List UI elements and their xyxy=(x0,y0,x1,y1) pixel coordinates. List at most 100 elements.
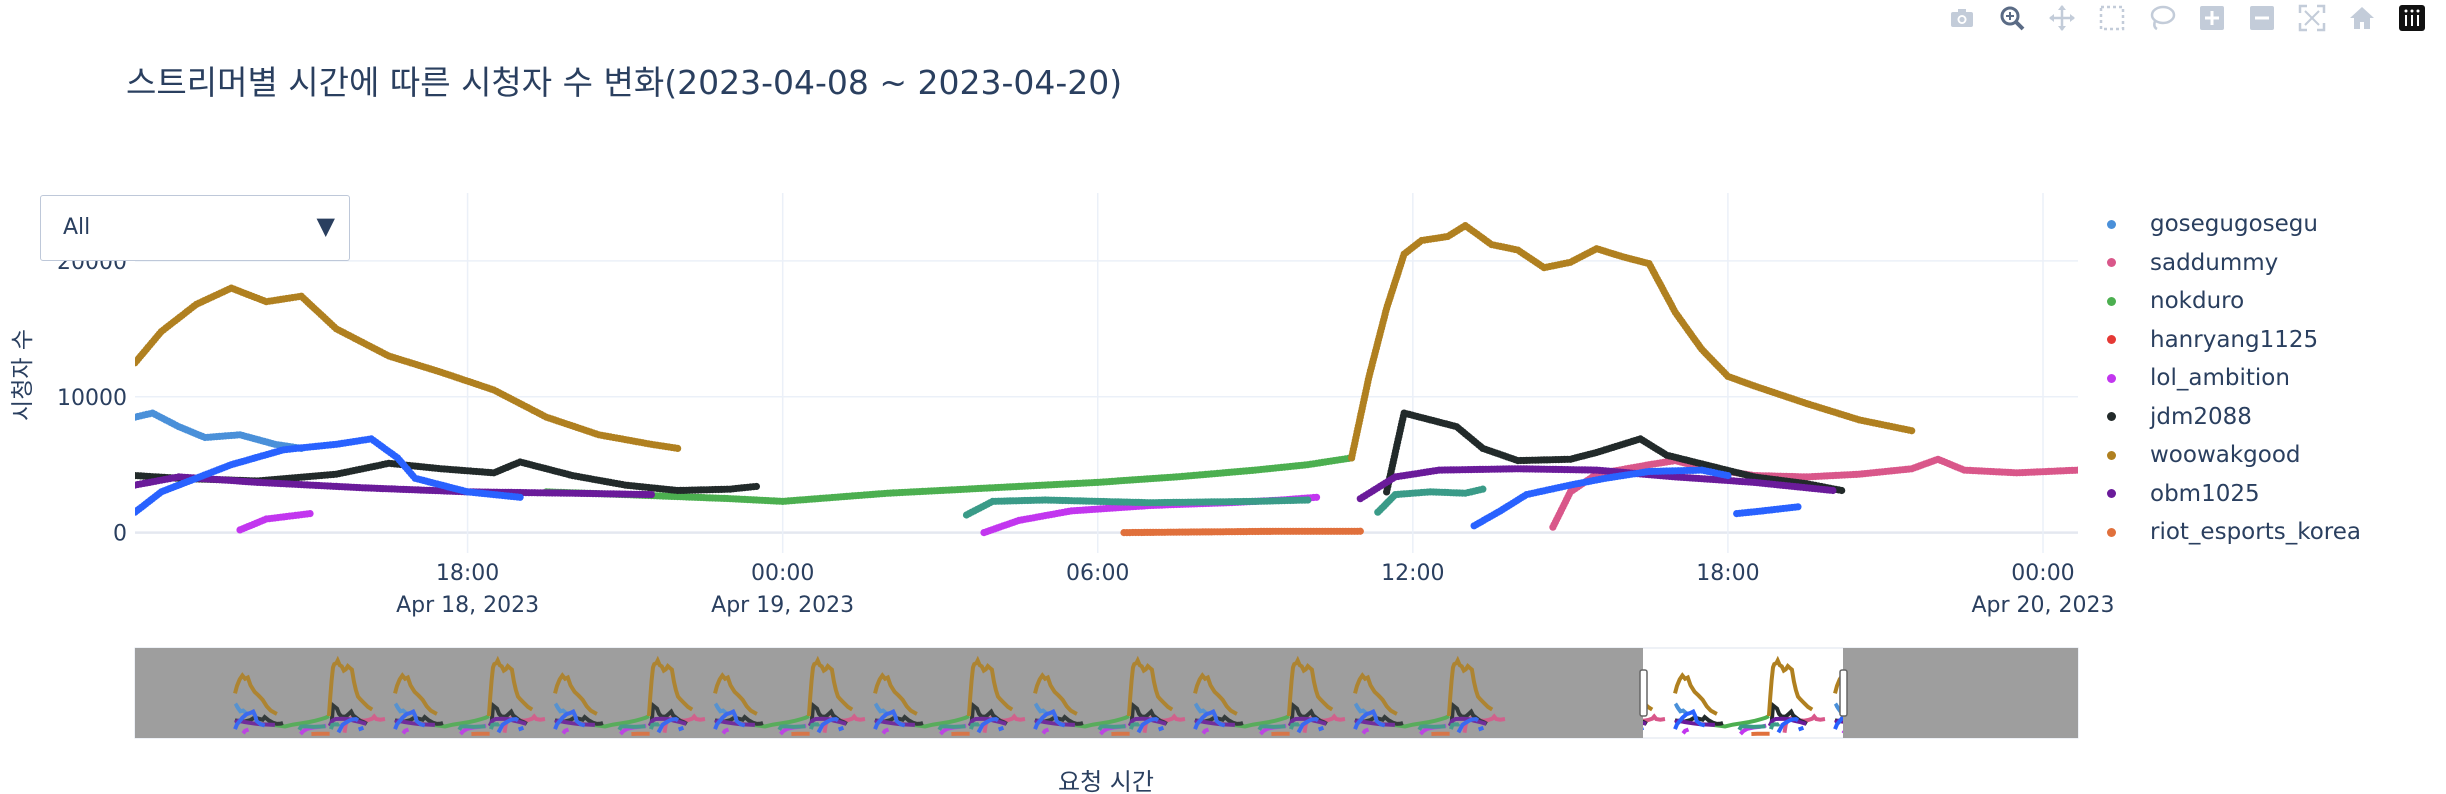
legend-item-riot-esports-korea[interactable]: riot_esports_korea xyxy=(2095,513,2361,552)
modebar xyxy=(1946,0,2428,36)
legend-label: saddummy xyxy=(2150,249,2279,276)
rangeslider-trace xyxy=(1673,672,1718,716)
legend-item-obm1025[interactable]: obm1025 xyxy=(2095,475,2361,514)
rangeslider-trace xyxy=(881,727,890,735)
rangeslider-trace xyxy=(1257,724,1286,731)
legend: gosegugosegu saddummy nokduro hanryang11… xyxy=(2095,205,2361,552)
box-select-icon[interactable] xyxy=(2096,2,2128,34)
x-tick-sublabel: Apr 19, 2023 xyxy=(711,593,854,618)
y-tick-label: 10000 xyxy=(57,386,127,411)
data-point xyxy=(516,493,524,501)
legend-label: jdm2088 xyxy=(2150,403,2252,430)
rangeslider-trace xyxy=(1737,724,1766,731)
zoom-in-icon[interactable] xyxy=(2196,2,2228,34)
data-point xyxy=(1724,471,1732,480)
rangeslider-trace xyxy=(807,716,847,727)
data-point xyxy=(1908,427,1916,435)
reset-axes-icon[interactable] xyxy=(2346,2,2378,34)
rangeslider-trace xyxy=(1097,724,1126,731)
series-saddummy xyxy=(1549,455,2078,531)
legend-item-woowakgood[interactable]: woowakgood xyxy=(2095,436,2361,475)
series-obm1025 xyxy=(135,465,1837,503)
rangeslider-trace xyxy=(233,708,266,730)
legend-marker xyxy=(2107,450,2116,460)
rangeslider-trace xyxy=(457,724,486,731)
rangeslider-handle-right[interactable] xyxy=(1839,669,1848,717)
rangeslider-trace xyxy=(873,708,906,730)
rangeslider-trace xyxy=(777,724,806,731)
rangeslider-trace xyxy=(241,727,250,735)
series-unnamed-9 xyxy=(135,435,1802,530)
rangeslider-trace xyxy=(1136,716,1160,734)
series-woowakgood xyxy=(135,222,1916,462)
filter-dropdown[interactable]: All ▼ xyxy=(40,195,350,261)
data-point xyxy=(647,490,655,499)
legend-item-nokduro[interactable]: nokduro xyxy=(2095,282,2361,321)
rangeslider-trace xyxy=(489,721,501,730)
rangeslider-trace xyxy=(617,724,646,731)
legend-item-hanryang1125[interactable]: hanryang1125 xyxy=(2095,321,2361,360)
lasso-select-icon[interactable] xyxy=(2146,2,2178,34)
rangeslider-trace xyxy=(1193,708,1226,730)
rangeslider-trace xyxy=(1353,708,1386,730)
rangeslider-trace xyxy=(656,716,680,734)
plotly-logo-icon[interactable] xyxy=(2396,2,2428,34)
rangeslider-trace xyxy=(336,716,360,734)
legend-item-gosegugosegu[interactable]: gosegugosegu xyxy=(2095,205,2361,244)
legend-marker xyxy=(2107,335,2116,345)
zoom-out-icon[interactable] xyxy=(2246,2,2278,34)
x-axis-title: 요청 시간 xyxy=(1058,768,1154,794)
rangeslider-trace xyxy=(997,725,1005,732)
rangeslider-trace xyxy=(1673,708,1706,730)
x-tick-label: 06:00 xyxy=(1066,561,1129,586)
legend-label: riot_esports_korea xyxy=(2150,519,2361,546)
rangeslider-trace xyxy=(1797,725,1805,732)
rangeslider-trace xyxy=(721,727,730,735)
rangeslider-trace xyxy=(976,716,1000,734)
legend-marker xyxy=(2107,258,2116,268)
plot-area[interactable] xyxy=(131,222,2081,537)
rangeslider-trace xyxy=(1776,716,1800,734)
rangeslider-trace xyxy=(1286,655,1334,717)
legend-label: nokduro xyxy=(2150,288,2245,315)
rangeslider-trace xyxy=(1296,716,1320,734)
dropdown-selected-value: All xyxy=(63,215,91,240)
rangeslider-trace xyxy=(1769,721,1781,730)
rangeslider-trace xyxy=(496,716,520,734)
rangeslider-handle-left[interactable] xyxy=(1639,669,1648,717)
x-tick-sublabel: Apr 20, 2023 xyxy=(1971,593,2114,618)
legend-item-lol-ambition[interactable]: lol_ambition xyxy=(2095,359,2361,398)
rangeslider-trace xyxy=(967,716,1007,727)
legend-label: lol_ambition xyxy=(2150,365,2290,392)
rangeslider-trace xyxy=(1446,655,1494,717)
pan-icon[interactable] xyxy=(2046,2,2078,34)
x-tick-label: 18:00 xyxy=(436,561,499,586)
legend-item-jdm2088[interactable]: jdm2088 xyxy=(2095,398,2361,437)
chart-title: 스트리머별 시간에 따른 시청자 수 변화(2023-04-08 ~ 2023-… xyxy=(126,63,1123,102)
legend-label: gosegugosegu xyxy=(2150,211,2318,238)
series-riot_esports_korea xyxy=(1120,527,1364,537)
rangeslider-trace xyxy=(357,725,365,732)
data-point xyxy=(1794,503,1802,511)
rangeslider-trace xyxy=(486,655,534,717)
rangeslider-trace xyxy=(677,725,685,732)
rangeslider-trace xyxy=(297,724,326,731)
legend-item-saddummy[interactable]: saddummy xyxy=(2095,244,2361,283)
range-slider[interactable] xyxy=(134,647,2079,739)
data-point xyxy=(306,510,314,518)
camera-icon[interactable] xyxy=(1946,2,1978,34)
rangeslider-trace xyxy=(1766,655,1814,717)
rangeslider-trace xyxy=(1447,716,1487,727)
legend-marker xyxy=(2107,219,2116,229)
rangeslider-trace xyxy=(713,672,758,716)
series-gosegugosegu xyxy=(135,409,305,452)
zoom-icon[interactable] xyxy=(1996,2,2028,34)
legend-marker xyxy=(2107,489,2116,499)
rangeslider-trace xyxy=(809,721,821,730)
autoscale-icon[interactable] xyxy=(2296,2,2328,34)
x-tick-label: 00:00 xyxy=(2011,561,2074,586)
rangeslider-trace xyxy=(1361,727,1370,735)
rangeslider-trace xyxy=(647,716,687,727)
legend-marker xyxy=(2107,296,2116,306)
rangeslider-trace xyxy=(1033,672,1078,716)
